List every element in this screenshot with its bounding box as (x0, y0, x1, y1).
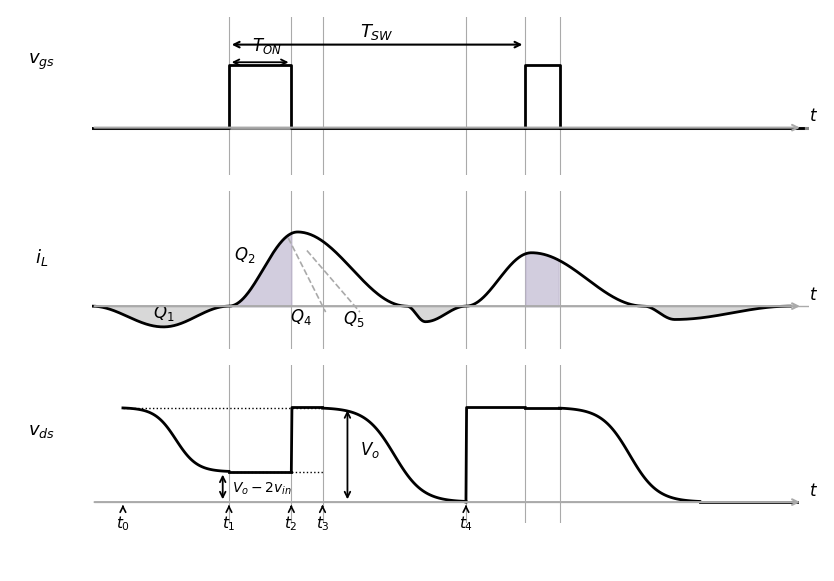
Text: $V_o$: $V_o$ (360, 440, 379, 460)
Text: $v_{gs}$: $v_{gs}$ (28, 52, 55, 72)
Text: $Q_4$: $Q_4$ (289, 307, 312, 328)
Text: $t_0$: $t_0$ (116, 514, 130, 533)
Text: $Q_5$: $Q_5$ (343, 309, 364, 329)
Text: $Q_2$: $Q_2$ (234, 245, 255, 265)
Text: $t_2$: $t_2$ (284, 514, 298, 533)
Text: $t_4$: $t_4$ (459, 514, 473, 533)
Text: $t$: $t$ (809, 107, 818, 125)
Text: $v_{ds}$: $v_{ds}$ (28, 422, 55, 440)
Text: $t$: $t$ (809, 286, 818, 304)
Text: $T_{SW}$: $T_{SW}$ (360, 21, 394, 42)
Text: $t_3$: $t_3$ (315, 514, 329, 533)
Text: $V_o-2v_{in}$: $V_o-2v_{in}$ (232, 480, 292, 497)
Text: $T_{ON}$: $T_{ON}$ (252, 35, 281, 56)
Text: $i_L$: $i_L$ (35, 247, 48, 268)
Text: $t$: $t$ (809, 482, 818, 500)
Text: $Q_1$: $Q_1$ (153, 303, 174, 322)
Text: $t_1$: $t_1$ (222, 514, 236, 533)
